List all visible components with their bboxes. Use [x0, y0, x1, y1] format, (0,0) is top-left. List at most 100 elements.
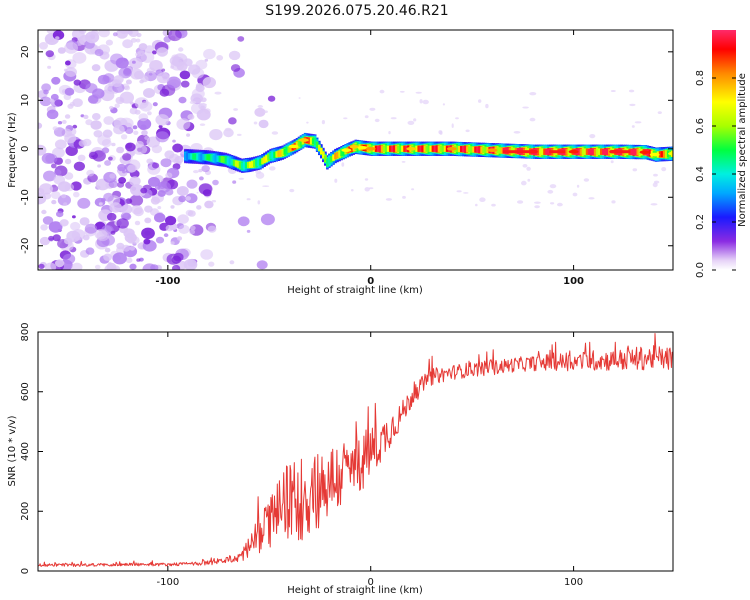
ridge-cell	[336, 151, 339, 159]
noise-speckle	[475, 203, 478, 207]
ridge-cell	[224, 156, 228, 164]
ridge-cell	[228, 158, 232, 165]
noise-blob	[114, 103, 120, 109]
noise-blob	[56, 211, 64, 218]
noise-blob	[212, 179, 219, 186]
noise-blob	[116, 146, 125, 154]
ridge-cell	[374, 145, 378, 152]
ridge-cell	[496, 147, 500, 154]
ridge-cell	[462, 146, 465, 153]
ridge-cell	[439, 145, 443, 152]
ridge-cell	[632, 148, 635, 156]
ridge-cell	[583, 148, 587, 155]
noise-blob	[94, 49, 104, 57]
noise-blob	[97, 164, 101, 168]
noise-blob	[94, 229, 108, 240]
noise-speckle	[534, 201, 541, 204]
ridge-cell	[279, 150, 282, 157]
ridge-cell	[662, 151, 666, 158]
ridge-cell	[380, 145, 384, 152]
ridge-cell	[464, 146, 467, 153]
noise-blob	[109, 173, 116, 179]
noise-blob	[172, 143, 184, 153]
ridge-peak-segment	[502, 150, 538, 154]
ridge-cell	[289, 145, 293, 152]
noise-speckle	[456, 190, 462, 193]
colorbar-tick-label: 0.4	[695, 166, 706, 182]
noise-blob	[65, 60, 71, 66]
x-tick-label: 0	[368, 577, 374, 588]
noise-blob	[176, 118, 191, 130]
noise-blob	[127, 164, 137, 173]
noise-speckle	[557, 202, 563, 207]
y-tick-label: 400	[20, 442, 31, 461]
noise-blob	[176, 236, 183, 241]
noise-blob	[237, 216, 250, 227]
noise-blob	[207, 225, 217, 233]
noise-speckle	[402, 195, 406, 199]
ridge-cell	[664, 150, 668, 158]
noise-speckle	[479, 197, 486, 202]
noise-speckle	[522, 106, 529, 109]
noise-blob	[148, 176, 160, 187]
ridge-cell	[606, 148, 609, 155]
noise-blob	[155, 131, 169, 143]
ridge-cell	[236, 161, 240, 168]
ridge-cell	[198, 153, 201, 161]
colorbar-tick-label: 0.0	[695, 262, 706, 278]
noise-blob	[98, 30, 110, 38]
noise-blob	[232, 180, 237, 184]
noise-blob	[52, 126, 58, 131]
noise-blob	[94, 264, 101, 270]
ridge-peak-segment	[549, 150, 566, 154]
ridge-cell	[399, 145, 402, 152]
ridge-cell	[500, 147, 504, 154]
noise-blob	[187, 114, 195, 120]
ridge-cell	[378, 145, 382, 152]
colorbar: 0.0 0.2 0.4 0.6 0.8 Normalized spectral ampl…	[695, 30, 748, 278]
noise-blob	[85, 247, 95, 255]
noise-blob	[143, 88, 155, 98]
noise-blob	[156, 47, 168, 57]
noise-blob	[82, 234, 90, 241]
noise-blob	[144, 205, 153, 213]
noise-speckle	[341, 162, 345, 167]
noise-blob	[64, 114, 71, 119]
ridge-cell	[212, 155, 216, 162]
noise-blob	[201, 165, 210, 173]
ridge-cell	[425, 145, 429, 152]
ridge-cell	[311, 138, 315, 145]
noise-speckle	[576, 184, 580, 188]
noise-speckle	[415, 91, 422, 94]
ridge-cell	[472, 146, 475, 153]
ridge-cell	[318, 144, 321, 152]
noise-blob	[152, 162, 160, 169]
spectrogram-frame	[37, 29, 674, 271]
ridge-cell	[537, 148, 540, 155]
noise-blob	[48, 235, 55, 241]
noise-blob	[258, 119, 269, 129]
ridge-cell	[474, 146, 477, 153]
noise-speckle	[657, 111, 662, 114]
noise-blob	[122, 170, 126, 174]
noise-blob	[148, 72, 153, 76]
noise-speckle	[438, 130, 443, 135]
noise-blob	[122, 39, 133, 49]
noise-blob	[152, 102, 158, 107]
noise-speckle	[214, 91, 222, 95]
noise-blob	[204, 108, 211, 114]
snr-panel: -100 0 100 0 200 400 600 800 Height of straigh…	[7, 322, 674, 596]
noise-speckle	[351, 189, 354, 192]
y-tick-label: 0	[20, 568, 31, 574]
noise-blob	[129, 107, 138, 115]
noise-blob	[200, 249, 214, 260]
noise-blob	[170, 205, 175, 209]
ridge-cell	[589, 148, 593, 155]
noise-blob	[198, 183, 213, 195]
noise-blob	[106, 212, 117, 221]
noise-blob	[256, 260, 268, 270]
noise-blob	[98, 202, 103, 206]
noise-blob	[49, 98, 55, 103]
noise-blob	[131, 204, 143, 215]
spectrogram-x-label: Height of straight line (km)	[287, 285, 423, 296]
